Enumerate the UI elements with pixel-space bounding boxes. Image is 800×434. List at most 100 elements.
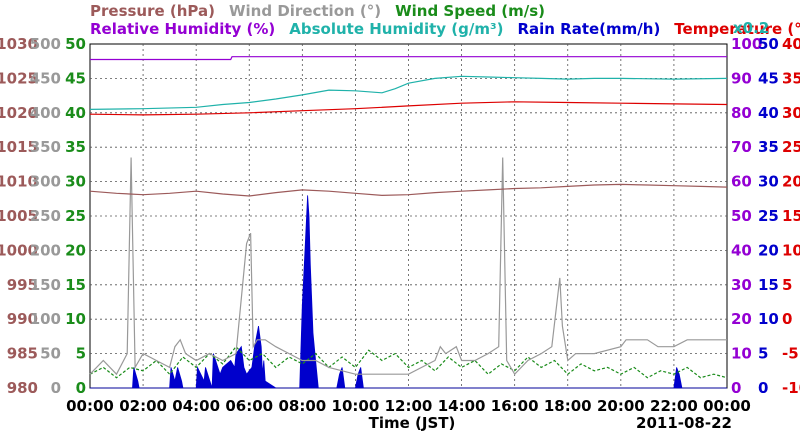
x-tick-label: 16:00 (491, 397, 539, 415)
tick-label-rain-rate: 45 (758, 69, 779, 87)
tick-label-wind-dir: 250 (30, 207, 61, 225)
tick-label-wind-speed: 30 (65, 173, 86, 191)
legend-entry: Temperature (°C) (674, 20, 800, 38)
tick-label-humidity: 20 (731, 310, 752, 328)
x-tick-label: 00:00 (703, 397, 751, 415)
tick-label-humidity: 70 (731, 138, 752, 156)
tick-label-wind-dir: 300 (30, 173, 61, 191)
tick-label-rain-rate: 35 (758, 138, 779, 156)
tick-label-rain-rate: 25 (758, 207, 779, 225)
tick-label-humidity: 30 (731, 276, 752, 294)
gridlines (90, 44, 727, 388)
legend-entry: Rain Rate(mm/h) (517, 20, 660, 38)
x-tick-label: 22:00 (650, 397, 698, 415)
tick-label-rain-rate: 15 (758, 276, 779, 294)
date-label: 2011-08-22 (636, 414, 732, 432)
legend-entry: Relative Humidity (%) (90, 20, 275, 38)
tick-label-wind-dir: 450 (30, 69, 61, 87)
tick-label-rain-rate: 50 (758, 35, 779, 53)
tick-label-humidity: 0 (731, 379, 741, 397)
legend-entry: Wind Direction (°) (229, 2, 381, 20)
series-pressure-hpa (89, 183, 728, 197)
x-tick-label: 12:00 (385, 397, 433, 415)
x-tick-label: 00:00 (66, 397, 114, 415)
x-tick-label: 10:00 (332, 397, 380, 415)
tick-label-wind-speed: 35 (65, 138, 86, 156)
tick-label-pressure: 1025 (0, 69, 38, 87)
tick-label-pressure: 1010 (0, 173, 38, 191)
legend-entry: Pressure (hPa) (90, 2, 215, 20)
series-wind-direction (89, 157, 727, 376)
tick-label-humidity: 80 (731, 104, 752, 122)
tick-label-temperature: 0 (782, 310, 792, 328)
tick-label-rain-rate: 5 (758, 345, 768, 363)
x-axis: 00:00 02:00 04:00 06:00 08:00 10:00 12:00 14:00… (66, 397, 751, 415)
tick-label-wind-dir: 100 (30, 310, 61, 328)
tick-label-temperature: -10 (782, 379, 800, 397)
tick-label-rain-rate: 0 (758, 379, 768, 397)
tick-label-wind-dir: 150 (30, 276, 61, 294)
x-tick-label: 08:00 (278, 397, 326, 415)
tick-label-humidity: 90 (731, 69, 752, 87)
tick-label-pressure: 1020 (0, 104, 38, 122)
tick-label-wind-speed: 25 (65, 207, 86, 225)
tick-label-pressure: 980 (7, 379, 38, 397)
x-tick-label: 02:00 (119, 397, 167, 415)
tick-label-temperature: 10 (782, 241, 800, 259)
tick-label-wind-dir: 0 (51, 379, 61, 397)
legend-row-1: Pressure (hPa) Wind Direction (°) Wind Spe… (90, 2, 545, 20)
tick-label-temperature: 5 (782, 276, 792, 294)
tick-label-pressure: 990 (7, 310, 38, 328)
tick-label-wind-dir: 350 (30, 138, 61, 156)
x-tick-label: 18:00 (544, 397, 592, 415)
x-tick-label: 06:00 (225, 397, 273, 415)
series-rain-rate-mm-h (90, 195, 727, 389)
tick-label-wind-speed: 0 (76, 379, 86, 397)
tick-label-wind-speed: 15 (65, 276, 86, 294)
legend-row-2: Relative Humidity (%) Absolute Humidity (… (90, 20, 800, 38)
tick-label-wind-dir: 200 (30, 241, 61, 259)
tick-label-temperature: 15 (782, 207, 800, 225)
legend-entry: Absolute Humidity (g/m³) (289, 20, 503, 38)
tick-label-wind-speed: 45 (65, 69, 86, 87)
x-axis-title: Time (JST) (369, 414, 456, 432)
tick-label-temperature: 20 (782, 173, 800, 191)
tick-label-pressure: 1030 (0, 35, 38, 53)
tick-label-wind-speed: 5 (76, 345, 86, 363)
x-tick-label: 04:00 (172, 397, 220, 415)
tick-label-humidity: 100 (731, 35, 762, 53)
tick-label-temperature: 25 (782, 138, 800, 156)
chart-legend: Pressure (hPa) Wind Direction (°) Wind Spe… (90, 2, 800, 38)
tick-label-wind-speed: 20 (65, 241, 86, 259)
x-tick-label: 20:00 (597, 397, 645, 415)
tick-label-rain-rate: 30 (758, 173, 779, 191)
tick-label-temperature: 40 (782, 35, 800, 53)
tick-label-humidity: 40 (731, 241, 752, 259)
tick-label-pressure: 985 (7, 345, 38, 363)
tick-label-pressure: 1000 (0, 241, 38, 259)
tick-label-wind-speed: 40 (65, 104, 86, 122)
legend-entry: Wind Speed (m/s) (395, 2, 545, 20)
tick-label-wind-dir: 50 (40, 345, 61, 363)
series-relative-humidity (90, 56, 727, 61)
series-temperature-c (89, 101, 728, 116)
tick-label-pressure: 995 (7, 276, 38, 294)
tick-label-humidity: 60 (731, 173, 752, 191)
tick-label-humidity: 10 (731, 345, 752, 363)
tick-label-rain-rate: 10 (758, 310, 779, 328)
series-layer (89, 56, 728, 389)
series-wind-speed-m-s (89, 345, 728, 379)
tick-label-wind-speed: 50 (65, 35, 86, 53)
tick-label-rain-rate: 40 (758, 104, 779, 122)
scale-note: x0.2 (733, 19, 769, 37)
tick-label-wind-dir: 500 (30, 35, 61, 53)
tick-label-temperature: -5 (782, 345, 799, 363)
tick-label-rain-rate: 20 (758, 241, 779, 259)
tick-label-pressure: 1015 (0, 138, 38, 156)
tick-label-temperature: 30 (782, 104, 800, 122)
tick-label-temperature: 35 (782, 69, 800, 87)
x-tick-label: 14:00 (438, 397, 486, 415)
axis-tick-labels: 1030102510201015101010051000995990985980… (0, 35, 800, 397)
series-absolute-humidity-g-m (89, 75, 728, 110)
